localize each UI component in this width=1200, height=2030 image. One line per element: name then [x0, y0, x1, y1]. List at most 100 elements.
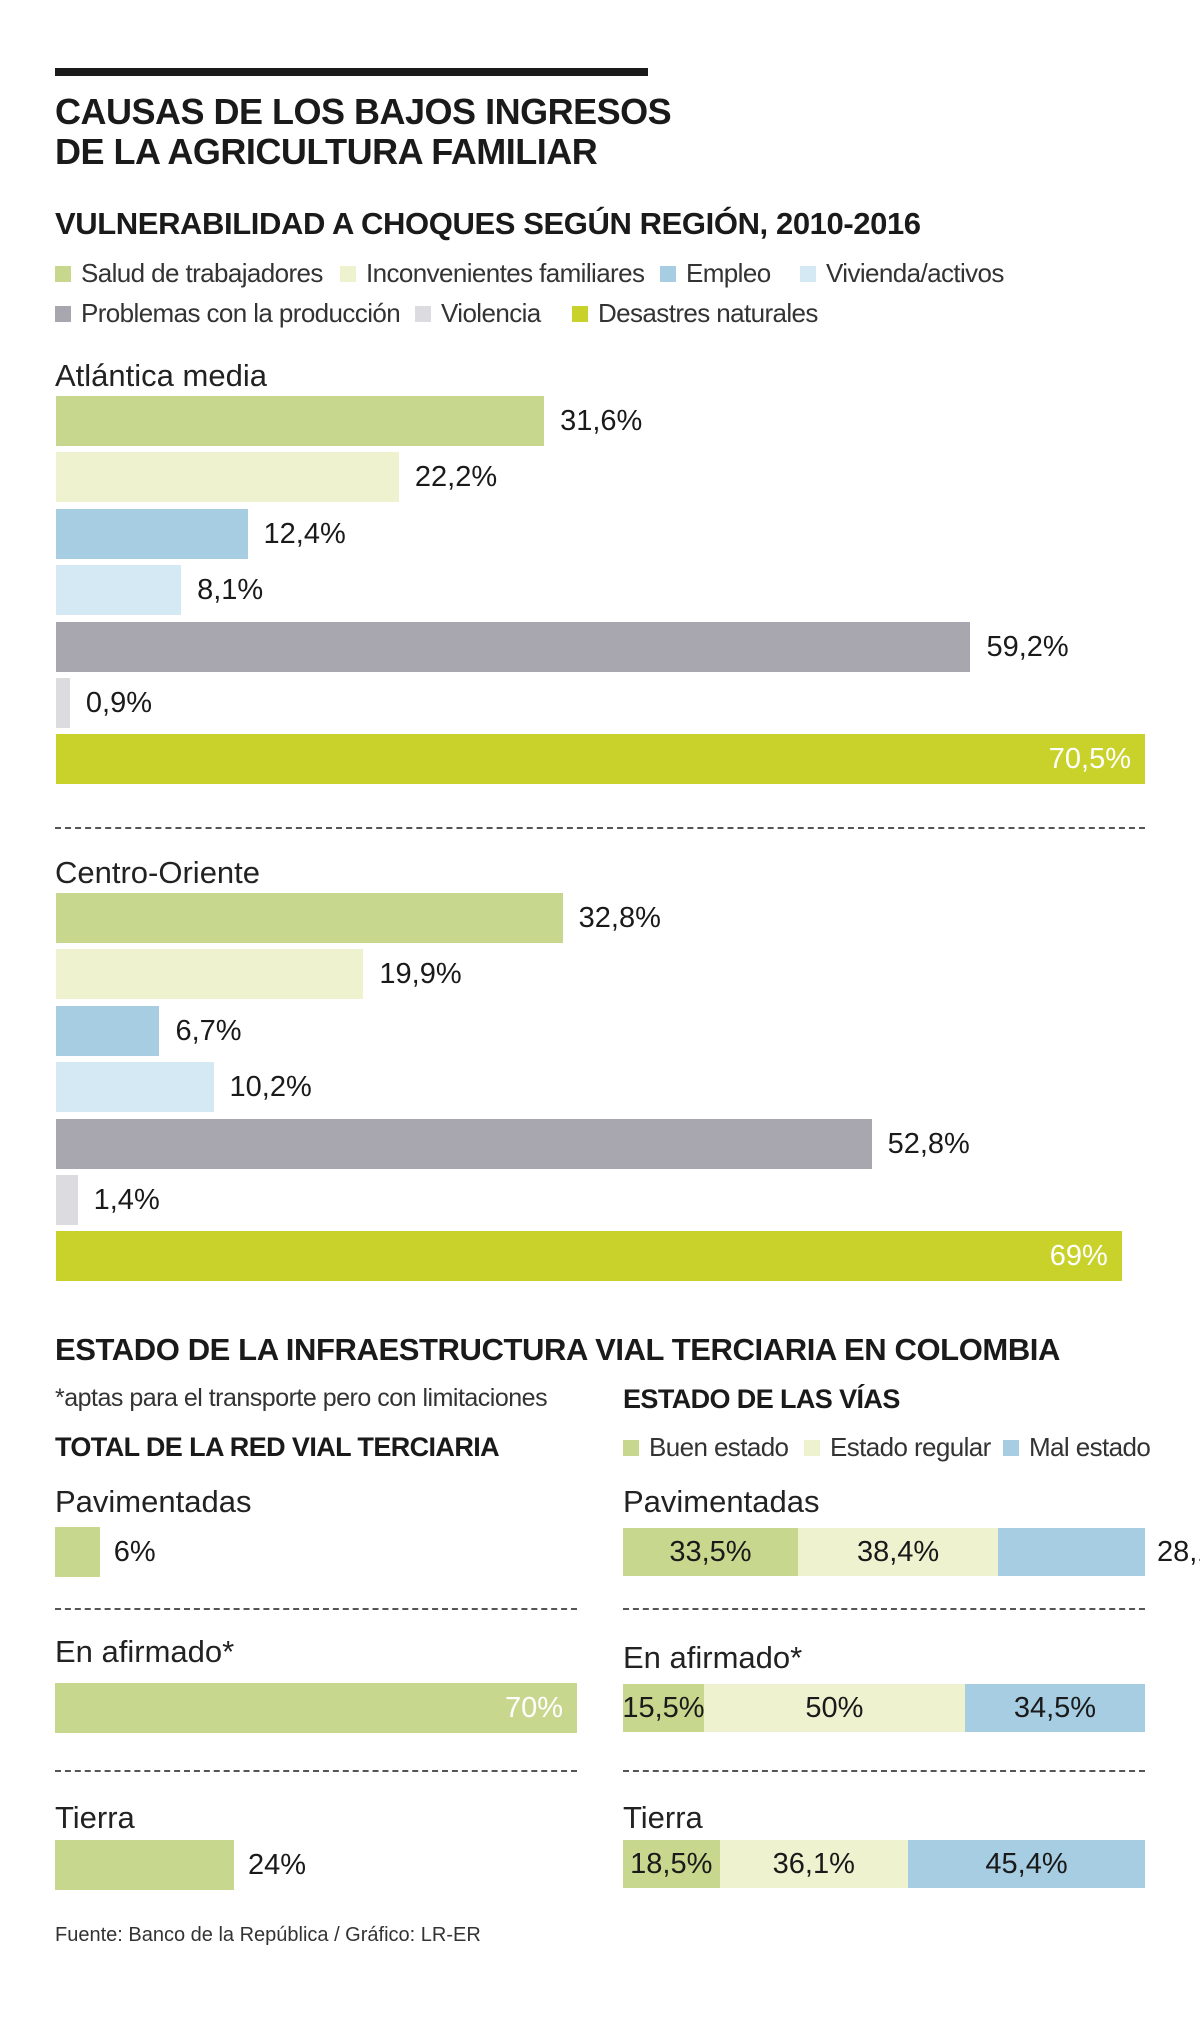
legend-label: Desastres naturales [598, 298, 818, 328]
footnote: *aptas para el transporte pero con limit… [55, 1384, 548, 1412]
bar-value-label: 12,4% [263, 517, 346, 550]
bar-centro-oriente-violencia [56, 1175, 78, 1225]
status-category-tierra: Tierra [623, 1800, 703, 1835]
bar-value-label: 59,2% [986, 630, 1069, 663]
bar-atlantica-media-salud [56, 396, 545, 446]
total-separator [55, 1770, 577, 1772]
status-separator [623, 1770, 1145, 1772]
stacked-segment-estado-regular: 50% [703, 1684, 965, 1732]
group-separator [55, 827, 1145, 829]
stacked-segment-buen-estado: 18,5% [623, 1840, 720, 1888]
total-network-title: TOTAL DE LA RED VIAL TERCIARIA [55, 1432, 500, 1462]
total-category-en-afirmado: En afirmado* [55, 1634, 235, 1669]
stacked-segment-label: 18,5% [630, 1847, 713, 1880]
legend-swatch [415, 305, 431, 322]
main-title-line-2: DE LA AGRICULTURA FAMILIAR [55, 131, 598, 172]
legend-item-vivienda-activos: Vivienda/activos [800, 258, 1004, 289]
bar-centro-oriente-empleo [56, 1005, 160, 1056]
stacked-segment-buen-estado: 33,5% [623, 1528, 798, 1576]
bar-value-label: 1,4% [93, 1184, 160, 1216]
source-credit: Fuente: Banco de la República / Gráfico:… [55, 1924, 481, 1946]
legend-item-inconvenientes-familiares: Inconvenientes familiares [340, 258, 645, 289]
main-title: CAUSAS DE LOS BAJOS INGRESOS DE LA AGRIC… [55, 92, 755, 172]
bar-value-label: 52,8% [887, 1127, 970, 1160]
bar-centro-oriente-desastres [56, 1231, 1122, 1282]
bar-value-label: 70,5% [1048, 743, 1131, 776]
stacked-segment-mal-estado: 45,4% [908, 1840, 1145, 1888]
legend-label: Empleo [686, 258, 771, 288]
bar-atlantica-media-inconvenientes [56, 452, 399, 503]
status-category-pavimentadas: Pavimentadas [623, 1484, 820, 1519]
legend-label: Problemas con la producción [81, 298, 401, 328]
stacked-segment-buen-estado: 15,5% [622, 1684, 705, 1732]
road-status-title: ESTADO DE LAS VÍAS [623, 1384, 900, 1414]
total-bar-value: 24% [247, 1849, 307, 1881]
legend-swatch [800, 265, 816, 282]
legend-label: Buen estado [649, 1432, 789, 1462]
bar-value-label: 19,9% [379, 958, 462, 991]
legend-label: Mal estado [1029, 1432, 1151, 1462]
legend-swatch [804, 1439, 820, 1456]
stacked-segment-label: 34,5% [1013, 1691, 1097, 1724]
main-title-line-1: CAUSAS DE LOS BAJOS INGRESOS [55, 91, 672, 132]
bar-atlantica-media-violencia [56, 678, 70, 728]
bar-value-label: 31,6% [560, 405, 643, 437]
bar-atlantica-media-vivienda [56, 565, 182, 616]
bar-centro-oriente-inconvenientes [56, 949, 364, 1000]
total-bar-pavimentadas [55, 1527, 100, 1577]
top-rule [55, 68, 648, 76]
bar-centro-oriente-salud [56, 893, 563, 943]
legend-item-violencia: Violencia [415, 298, 541, 329]
bar-value-label: 69% [1049, 1240, 1108, 1273]
legend-swatch [55, 265, 71, 282]
legend-item-estado-regular: Estado regular [804, 1432, 991, 1463]
legend-swatch [1003, 1439, 1019, 1456]
total-bar-value: 70% [504, 1692, 563, 1724]
legend-label: Inconvenientes familiares [366, 258, 645, 288]
legend-label: Violencia [441, 298, 541, 328]
stacked-segment-estado-regular: 38,4% [797, 1528, 999, 1576]
legend-label: Estado regular [830, 1432, 991, 1462]
legend-swatch [623, 1439, 639, 1456]
infrastructure-chart-title: ESTADO DE LA INFRAESTRUCTURA VIAL TERCIA… [55, 1332, 1061, 1367]
bar-value-label: 32,8% [578, 902, 661, 934]
bar-value-label: 8,1% [197, 574, 264, 607]
region-label-atlantica-media: Atlántica media [55, 358, 267, 393]
legend-item-buen-estado: Buen estado [623, 1432, 789, 1463]
total-category-tierra: Tierra [55, 1800, 135, 1835]
stacked-segment-label: 33,5% [669, 1535, 752, 1568]
legend-swatch [660, 265, 676, 282]
total-bar-en-afirmado [55, 1683, 577, 1733]
total-bar-value: 6% [113, 1536, 156, 1568]
stacked-segment-label: 36,1% [772, 1847, 855, 1880]
legend-item-mal-estado: Mal estado [1003, 1432, 1151, 1463]
stacked-segment-label: 50% [805, 1691, 864, 1724]
legend-item-empleo: Empleo [660, 258, 771, 289]
stacked-segment-label: 45,4% [985, 1847, 1068, 1880]
bar-value-label: 10,2% [229, 1071, 312, 1104]
stacked-segment-mal-estado: 28,1% [998, 1528, 1200, 1576]
total-separator [55, 1608, 577, 1610]
stacked-segment-label: 38,4% [856, 1535, 940, 1568]
legend-swatch [340, 265, 356, 282]
bar-value-label: 22,2% [414, 461, 498, 494]
legend-swatch [55, 305, 71, 322]
bar-value-label: 0,9% [85, 687, 152, 719]
total-bar-tierra [55, 1840, 234, 1890]
region-label-centro-oriente: Centro-Oriente [55, 855, 261, 890]
status-category-en-afirmado: En afirmado* [623, 1640, 803, 1675]
legend-swatch [572, 305, 588, 322]
vulnerability-chart-title: VULNERABILIDAD A CHOQUES SEGÚN REGIÓN, 2… [55, 206, 921, 241]
legend-label: Vivienda/activos [826, 258, 1004, 288]
legend-item-problemas-con-la-produccion: Problemas con la producción [55, 298, 401, 329]
legend-label: Salud de trabajadores [81, 258, 323, 288]
bar-centro-oriente-vivienda [56, 1062, 214, 1113]
bar-atlantica-media-desastres [56, 734, 1145, 785]
bar-atlantica-media-empleo [56, 508, 248, 559]
stacked-segment-mal-estado: 34,5% [964, 1684, 1145, 1732]
stacked-segment-label: 28,1% [1156, 1535, 1200, 1568]
stacked-segment-estado-regular: 36,1% [719, 1840, 908, 1888]
bar-centro-oriente-produccion [56, 1118, 872, 1169]
legend-item-desastres-naturales: Desastres naturales [572, 298, 818, 329]
bar-atlantica-media-produccion [56, 621, 971, 672]
